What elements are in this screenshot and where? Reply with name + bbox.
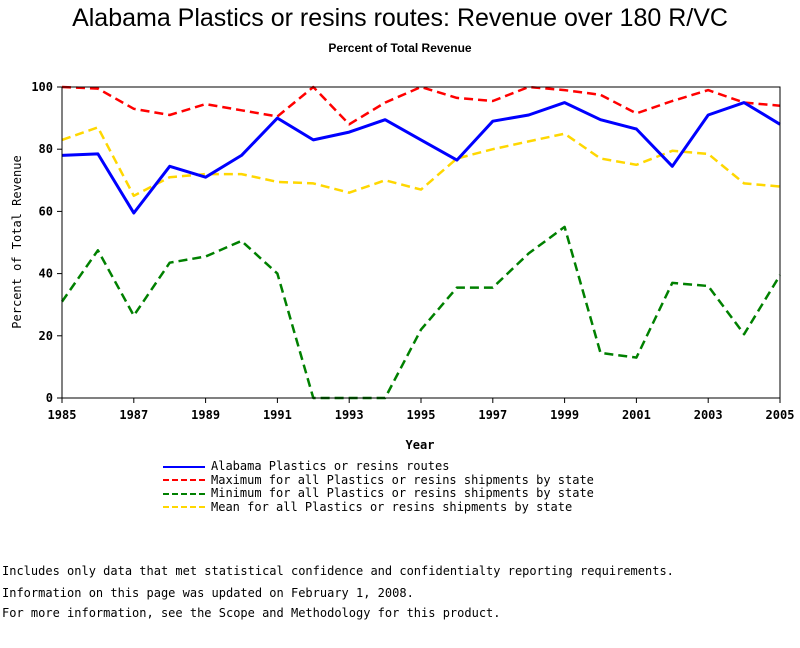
legend: Alabama Plastics or resins routes Maximu… (163, 460, 594, 514)
series-line-mean (61, 126, 781, 198)
y-axis: 0 20 40 60 80 100 (31, 80, 62, 405)
chart-title: Alabama Plastics or resins routes: Reven… (72, 4, 728, 32)
x-axis: 1985 1987 1989 1991 1993 1995 1997 1999 2001 2003… (48, 398, 795, 422)
legend-label: Maximum for all Plastics or resins shipm… (211, 472, 594, 487)
x-tick-label: 1989 (191, 408, 220, 422)
chart-subtitle: Percent of Total Revenue (328, 41, 472, 55)
plot-frame (61, 86, 781, 399)
footnote-confidence: Includes only data that met statistical … (2, 564, 674, 578)
series-layer (60, 85, 782, 400)
legend-item: Alabama Plastics or resins routes (163, 460, 594, 474)
legend-label: Mean for all Plastics or resins shipment… (211, 499, 573, 514)
x-tick-label: 1997 (478, 408, 507, 422)
x-tick-label: 2003 (694, 408, 723, 422)
series-line-maximum (61, 85, 781, 126)
x-tick-label: 1995 (407, 408, 436, 422)
legend-swatch-maximum (163, 479, 205, 482)
legend-swatch-alabama (163, 465, 205, 468)
legend-label: Minimum for all Plastics or resins shipm… (211, 486, 594, 501)
x-tick-label: 1993 (335, 408, 364, 422)
y-tick-label: 40 (39, 267, 53, 281)
y-tick-label: 60 (39, 204, 53, 218)
x-tick-label: 2001 (622, 408, 651, 422)
legend-item: Mean for all Plastics or resins shipment… (163, 499, 594, 515)
y-tick-label: 20 (39, 329, 53, 343)
y-axis-label: Percent of Total Revenue (10, 155, 24, 328)
updated-notice: Information on this page was updated on … (2, 586, 414, 600)
legend-item: Maximum for all Plastics or resins shipm… (163, 472, 594, 488)
y-tick-label: 0 (46, 391, 53, 405)
legend-swatch-mean (163, 506, 205, 509)
footnote-methodology: For more information, see the Scope and … (2, 606, 501, 620)
x-tick-label: 1999 (550, 408, 579, 422)
x-tick-label: 2005 (766, 408, 795, 422)
y-tick-label: 80 (39, 142, 53, 156)
x-axis-label: Year (406, 438, 435, 452)
legend-label: Alabama Plastics or resins routes (211, 459, 450, 474)
x-tick-label: 1991 (263, 408, 292, 422)
legend-swatch-minimum (163, 492, 205, 495)
x-tick-label: 1987 (119, 408, 148, 422)
series-line-alabama (61, 101, 781, 215)
page: Alabama Plastics or resins routes: Reven… (2, 4, 795, 620)
y-tick-label: 100 (31, 80, 53, 94)
x-tick-label: 1985 (48, 408, 77, 422)
series-line-minimum (60, 225, 782, 400)
line-chart: 1985 1987 1989 1991 1993 1995 1997 1999 2001 2003… (10, 80, 795, 452)
legend-item: Minimum for all Plastics or resins shipm… (163, 487, 594, 501)
